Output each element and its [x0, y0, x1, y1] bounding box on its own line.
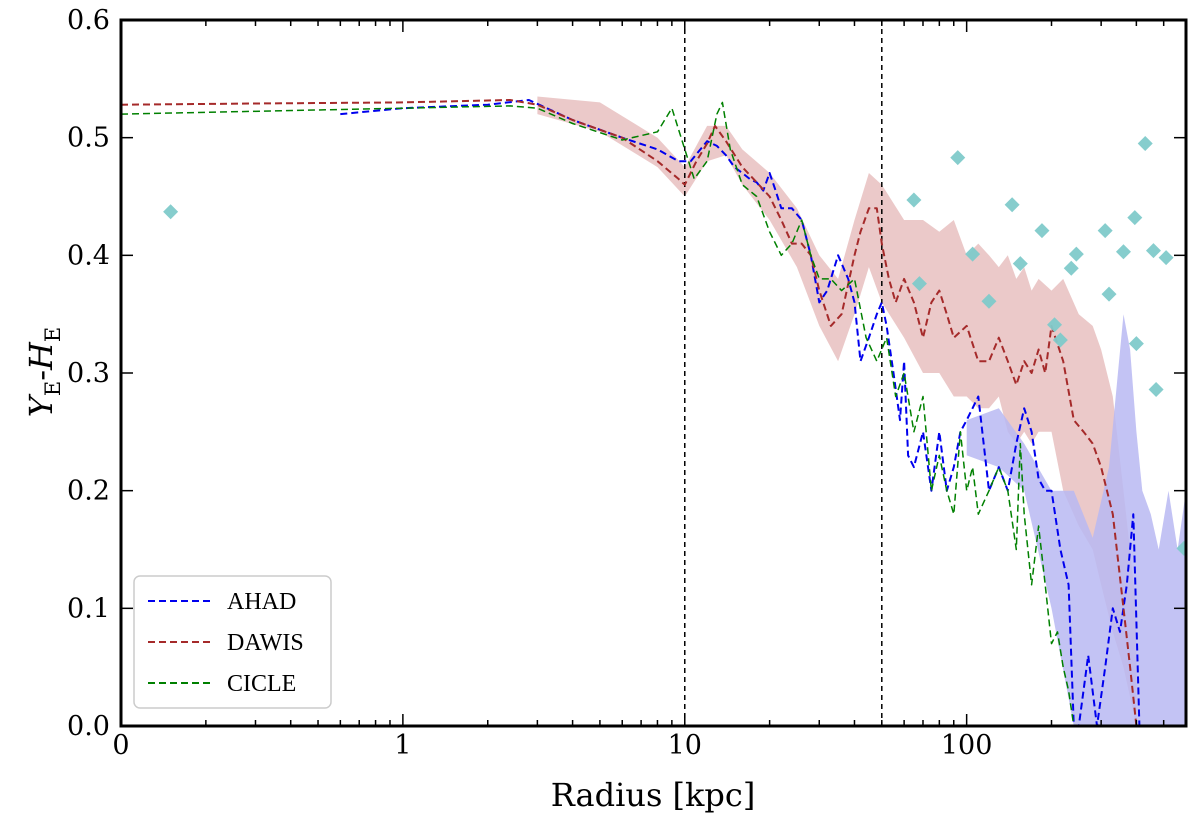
y-tick-label: 0.2 — [67, 476, 110, 507]
scatter-point — [911, 276, 927, 292]
y-tick-label: 0.4 — [67, 240, 110, 271]
scatter-point — [1052, 332, 1068, 348]
scatter-point — [1004, 197, 1020, 213]
scatter-point — [1101, 286, 1117, 302]
dawis-band-shading — [537, 96, 1137, 726]
uncertainty-bands — [537, 96, 1186, 726]
x-tick-label: 100 — [941, 730, 993, 761]
y-axis-title-y-subscript: E — [41, 381, 65, 396]
ahad-band-shading — [966, 314, 1186, 726]
scatter-point — [1097, 223, 1113, 239]
series-line-dawis — [121, 99, 1138, 726]
scatter-point — [1127, 210, 1143, 226]
scatter-point — [950, 150, 966, 166]
scatter-point — [965, 246, 981, 262]
x-tick-label: 10 — [668, 730, 702, 761]
plot-frame — [119, 18, 1188, 728]
y-tick-label: 0.1 — [67, 593, 110, 624]
y-axis-title-h: H — [22, 341, 60, 371]
x-axis-title: Radius [kpc] — [551, 776, 756, 813]
x-tick-label: 1 — [394, 730, 411, 761]
reference-lines — [684, 20, 883, 726]
y-tick-label: 0.6 — [67, 5, 110, 36]
legend: AHAD DAWIS CICLE — [133, 575, 332, 709]
scatter-point — [1068, 246, 1084, 262]
legend-label-dawis: DAWIS — [227, 630, 304, 656]
scatter-point — [1148, 381, 1164, 397]
scatter-point — [1137, 136, 1153, 152]
tick-labels: 0 1 10 100 0.0 0.1 0.2 0.3 0.4 0.5 0.6 — [67, 5, 992, 761]
scatter-point — [1128, 336, 1144, 352]
y-axis-title: YE-HE — [22, 327, 65, 418]
scatter-point — [1176, 540, 1186, 556]
scatter-point — [1115, 244, 1131, 260]
x-tick-label: 0 — [112, 730, 129, 761]
y-axis-title-y: Y — [22, 393, 60, 417]
y-tick-label: 0.5 — [67, 123, 110, 154]
scatter-point — [1047, 317, 1063, 333]
y-tick-label: 0.0 — [67, 711, 110, 742]
legend-label-ahad: AHAD — [227, 589, 296, 615]
scatter-point — [1012, 256, 1028, 272]
y-axis-title-separator: - — [22, 370, 60, 381]
series-lines — [121, 99, 1141, 726]
series-line-ahad — [340, 99, 1141, 726]
scatter-point — [981, 293, 997, 309]
scatter-point — [1145, 243, 1161, 259]
y-tick-label: 0.3 — [67, 358, 110, 389]
scatter-point — [906, 192, 922, 208]
legend-box — [133, 575, 332, 709]
scatter-point — [1158, 250, 1174, 266]
scatter-points — [163, 136, 1186, 556]
scatter-point — [1063, 260, 1079, 276]
legend-label-cicle: CICLE — [227, 671, 296, 697]
y-axis-title-h-subscript: E — [41, 327, 65, 342]
series-line-cicle — [121, 101, 1075, 726]
scatter-point — [1034, 223, 1050, 239]
scatter-point — [163, 204, 179, 220]
